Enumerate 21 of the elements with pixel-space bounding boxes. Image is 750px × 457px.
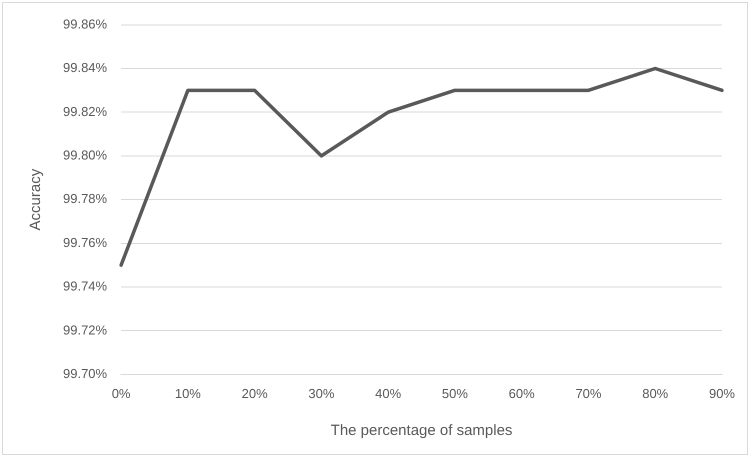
- x-tick-label: 50%: [442, 386, 468, 401]
- x-tick-label: 20%: [242, 386, 268, 401]
- y-tick-label: 99.78%: [62, 191, 108, 206]
- y-tick-label: 99.82%: [62, 104, 108, 119]
- x-axis-title: The percentage of samples: [330, 422, 512, 440]
- y-tick-label: 99.74%: [62, 278, 108, 294]
- x-tick-label: 90%: [708, 386, 736, 401]
- x-tick-label: 80%: [642, 386, 669, 401]
- y-tick-label: 99.70%: [62, 366, 108, 381]
- y-axis-title: Accuracy: [27, 168, 44, 230]
- x-tick-label: 0%: [112, 386, 131, 401]
- x-tick-label: 60%: [508, 386, 536, 401]
- y-tick-label: 99.72%: [62, 322, 108, 338]
- y-tick-label: 99.80%: [62, 147, 108, 162]
- x-tick-label: 10%: [174, 386, 202, 401]
- x-tick-label: 70%: [575, 386, 602, 401]
- x-tick-label: 40%: [375, 386, 402, 401]
- y-tick-label: 99.76%: [62, 234, 108, 250]
- y-tick-label: 99.84%: [62, 60, 108, 76]
- x-tick-label: 30%: [308, 386, 335, 401]
- y-tick-label: 99.86%: [62, 16, 108, 32]
